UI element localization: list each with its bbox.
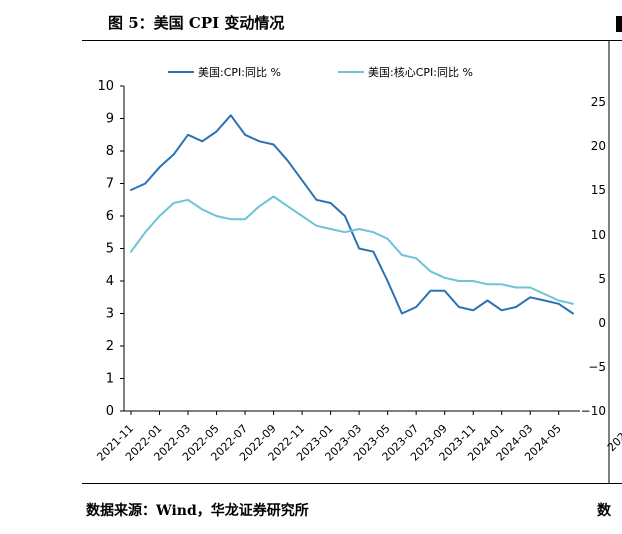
adjacent-chart-y-tick-label: −10 bbox=[581, 404, 606, 418]
y-tick-label: 7 bbox=[106, 177, 114, 192]
cpi-yoy-line bbox=[130, 114, 574, 315]
figure-title: 图 5：美国 CPI 变动情况 bbox=[108, 14, 285, 32]
y-tick-label: 4 bbox=[106, 274, 114, 289]
y-tick-label: 1 bbox=[106, 372, 114, 387]
legend-label-cpi: 美国:CPI:同比 % bbox=[198, 66, 281, 79]
y-tick-label: 3 bbox=[106, 307, 114, 322]
adjacent-chart-y-tick-label: 15 bbox=[591, 183, 606, 197]
adjacent-source-fragment: 数 bbox=[597, 503, 611, 519]
y-tick-label: 6 bbox=[106, 209, 114, 224]
figure-top-rule bbox=[82, 40, 622, 41]
adjacent-figure-title-fragment bbox=[616, 16, 622, 32]
adjacent-chart-y-tick-label: 20 bbox=[591, 139, 606, 153]
legend-label-core-cpi: 美国:核心CPI:同比 % bbox=[368, 65, 473, 79]
adjacent-chart-y-tick-label: 10 bbox=[591, 228, 606, 242]
y-tick-label: 9 bbox=[106, 112, 114, 127]
adjacent-chart-y-tick-label: 0 bbox=[598, 316, 606, 330]
adjacent-chart-y-tick-label: 5 bbox=[598, 272, 606, 286]
adjacent-chart-y-tick-label: 25 bbox=[591, 95, 606, 109]
y-tick-label: 8 bbox=[106, 144, 114, 159]
y-tick-label: 10 bbox=[97, 79, 114, 94]
data-source-note: 数据来源：Wind，华龙证券研究所 bbox=[86, 503, 309, 519]
adjacent-chart-x-tick-fragment: 202 bbox=[605, 430, 622, 454]
y-tick-label: 0 bbox=[106, 404, 114, 419]
core-cpi-yoy-line bbox=[130, 195, 574, 305]
adjacent-chart-y-tick-label: −5 bbox=[588, 360, 606, 374]
y-tick-label: 2 bbox=[106, 339, 114, 354]
y-tick-label: 5 bbox=[106, 242, 114, 257]
figure-bottom-rule bbox=[82, 483, 622, 484]
